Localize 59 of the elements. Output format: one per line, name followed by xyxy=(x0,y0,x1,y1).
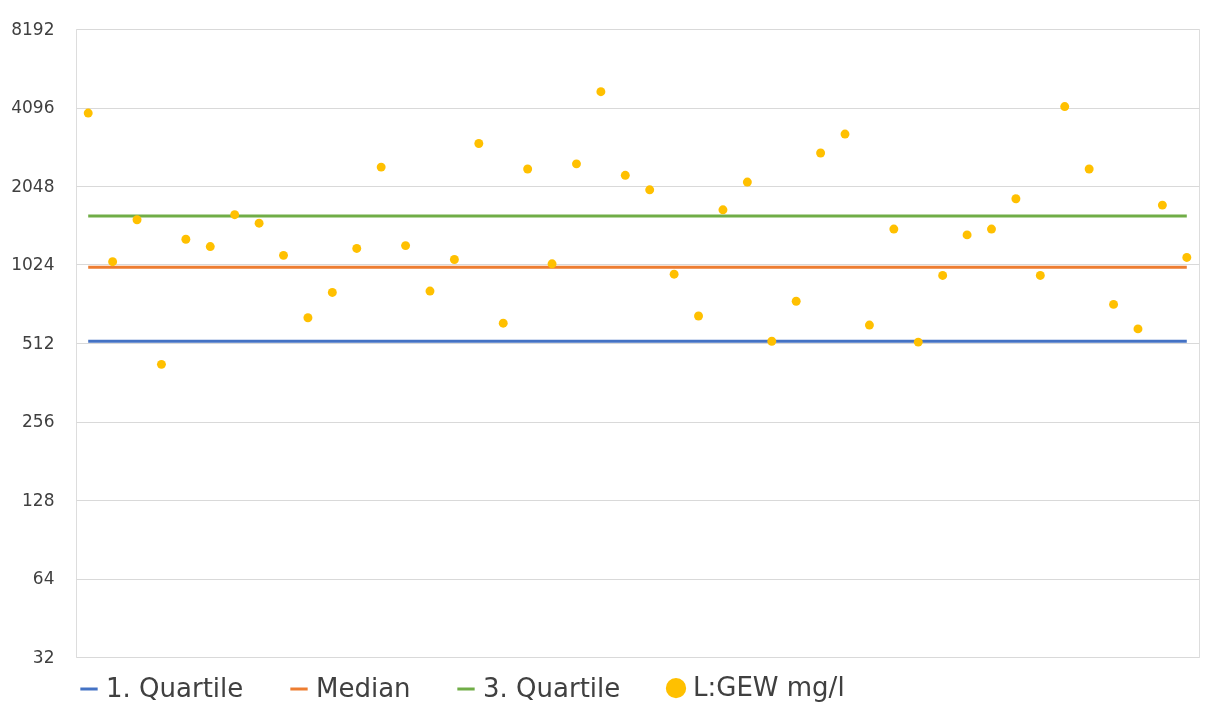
point xyxy=(938,270,948,280)
point xyxy=(718,205,728,215)
point xyxy=(132,215,142,225)
point xyxy=(742,177,752,187)
y-tick-label: 256 xyxy=(22,411,55,431)
legend-label: Median xyxy=(316,673,411,703)
point xyxy=(1133,324,1143,334)
point xyxy=(767,336,777,346)
point xyxy=(596,87,606,97)
point xyxy=(83,108,93,118)
y-tick-label: 32 xyxy=(32,646,55,667)
point xyxy=(620,170,630,180)
point xyxy=(913,337,923,347)
y-tick-label: 8192 xyxy=(11,18,55,39)
point xyxy=(1182,252,1192,262)
point xyxy=(181,234,191,244)
point xyxy=(547,259,557,269)
point xyxy=(669,269,679,279)
point xyxy=(694,311,703,321)
point xyxy=(816,148,826,158)
y-tick-label: 128 xyxy=(22,489,55,510)
point xyxy=(156,359,166,369)
point xyxy=(645,185,655,195)
point xyxy=(352,243,362,253)
point xyxy=(279,250,288,260)
point xyxy=(205,242,215,251)
point xyxy=(449,255,459,264)
point xyxy=(376,162,386,172)
point xyxy=(1060,102,1070,112)
point xyxy=(572,159,581,169)
point xyxy=(523,164,533,174)
point xyxy=(498,318,508,328)
point xyxy=(254,218,264,228)
point xyxy=(1035,270,1045,280)
point xyxy=(108,257,118,267)
point xyxy=(327,287,337,297)
y-tick-label: 64 xyxy=(32,568,55,588)
point xyxy=(303,313,313,323)
point xyxy=(1084,164,1094,174)
point xyxy=(401,241,411,251)
point xyxy=(864,320,874,330)
point xyxy=(889,224,899,234)
y-tick-label: 512 xyxy=(22,332,55,353)
legend-label: 3. Quartile xyxy=(483,673,621,703)
point xyxy=(987,224,996,234)
point xyxy=(425,286,435,296)
point xyxy=(962,230,972,240)
y-tick-label: 1024 xyxy=(11,254,55,274)
y-tick-label: 4096 xyxy=(11,97,55,117)
y-tick-label: 2048 xyxy=(11,175,55,196)
point xyxy=(1109,299,1119,309)
point xyxy=(1011,194,1021,204)
point xyxy=(840,129,850,139)
point xyxy=(230,210,240,220)
legend-label: L:GEW mg/l xyxy=(693,672,845,703)
point xyxy=(1157,200,1167,210)
point xyxy=(474,139,484,148)
point xyxy=(791,296,801,306)
legend-label: 1. Quartile xyxy=(106,673,244,703)
